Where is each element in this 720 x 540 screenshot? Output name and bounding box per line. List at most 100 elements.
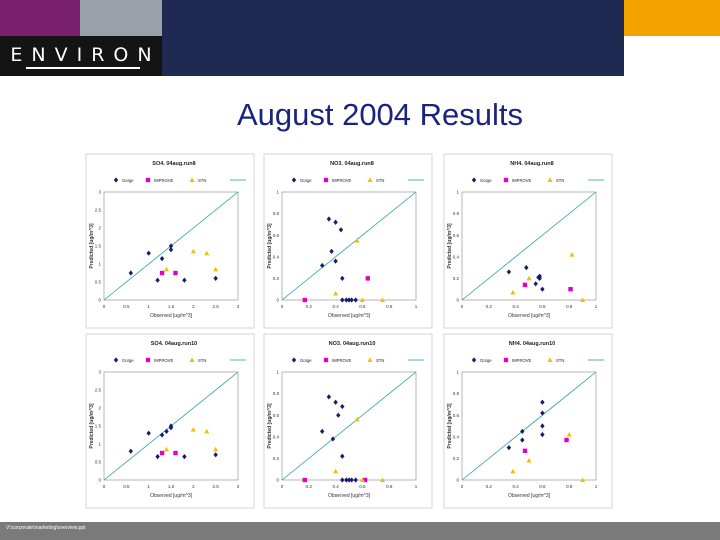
data-point: [510, 289, 516, 295]
y-tick-label: 0.8: [273, 391, 280, 396]
x-tick-label: 0.4: [512, 484, 519, 489]
chart-title: NH4. 04aug.run8: [510, 161, 553, 167]
chart-title: NH4. 04aug.run10: [509, 341, 555, 347]
data-point: [190, 427, 196, 432]
legend-marker: [367, 177, 373, 182]
legend-label: STN: [556, 178, 564, 183]
y-tick-label: 0.2: [453, 456, 460, 461]
data-point: [333, 468, 339, 474]
data-point: [580, 477, 586, 482]
x-tick-label: 0.2: [306, 484, 313, 489]
x-tick-label: 0: [281, 484, 284, 489]
data-point: [344, 477, 349, 483]
data-point: [533, 281, 538, 287]
y-tick-label: 1: [98, 442, 101, 447]
legend-label: IMPROVE: [332, 358, 352, 363]
data-point: [159, 270, 165, 276]
data-point: [353, 477, 358, 483]
legend-marker: [145, 357, 151, 363]
x-tick-label: 1: [147, 304, 150, 309]
data-point: [182, 277, 187, 283]
legend-label: Gorge: [122, 178, 134, 183]
x-tick-label: 0.4: [512, 304, 519, 309]
y-tick-label: 3: [98, 370, 101, 375]
data-point: [302, 297, 307, 303]
data-point: [346, 477, 352, 483]
data-point: [326, 216, 332, 222]
data-point: [155, 277, 160, 283]
data-point: [159, 450, 165, 456]
x-tick-label: 1: [415, 484, 418, 489]
legend-marker: [113, 177, 119, 183]
y-tick-label: 0.2: [273, 276, 280, 281]
scatter-panel: NO3. 04aug.run10 Gorge IMPROVE STN 0 0.2 0.4 0.…: [263, 333, 433, 509]
data-point: [340, 477, 345, 483]
data-point: [159, 256, 165, 262]
x-tick-label: 1: [595, 484, 598, 489]
scatter-panel: NO3. 04aug.run8 Gorge IMPROVE STN 0 0.2 0.4 0.6…: [263, 153, 433, 329]
data-point: [168, 243, 174, 249]
x-tick-label: 1.5: [168, 484, 175, 489]
legend-marker: [471, 177, 477, 183]
data-point: [330, 436, 336, 442]
x-tick-label: 0.6: [359, 304, 366, 309]
y-tick-label: 0.5: [95, 280, 102, 285]
data-point: [213, 446, 219, 452]
y-tick-label: 2.5: [95, 208, 102, 213]
data-point: [540, 423, 545, 429]
y-axis-label: Predicted [ug/m^3]: [267, 403, 273, 448]
x-tick-label: 2.5: [213, 484, 220, 489]
data-point: [540, 399, 545, 405]
data-point: [540, 432, 545, 438]
x-tick-label: 0: [461, 304, 464, 309]
x-tick-label: 0.4: [332, 304, 339, 309]
legend-label: STN: [556, 358, 564, 363]
legend-marker: [547, 357, 553, 362]
legend-marker: [503, 357, 509, 363]
data-point: [204, 250, 210, 256]
x-axis-label: Observed [ug/m^3]: [508, 313, 551, 319]
y-tick-label: 0.2: [273, 456, 280, 461]
y-tick-label: 2: [98, 406, 101, 411]
x-tick-label: 1: [595, 304, 598, 309]
slide-title: August 2004 Results: [236, 97, 524, 132]
data-point: [302, 477, 307, 483]
x-axis-label: Observed [ug/m^3]: [328, 313, 371, 319]
y-tick-label: 0: [276, 298, 279, 303]
y-tick-label: 1: [98, 262, 101, 267]
legend-label: Gorge: [480, 178, 492, 183]
x-tick-label: 1: [147, 484, 150, 489]
data-point: [506, 445, 512, 451]
x-axis-label: Observed [ug/m^3]: [150, 313, 193, 319]
x-tick-label: 0.2: [306, 304, 313, 309]
x-tick-label: 0.2: [486, 484, 493, 489]
y-tick-label: 0.8: [273, 211, 280, 216]
one-to-one-line: [281, 371, 417, 481]
data-point: [580, 297, 586, 302]
legend-label: Gorge: [300, 178, 312, 183]
y-axis-label: Predicted [ug/m^3]: [89, 223, 95, 268]
data-point: [365, 276, 370, 281]
x-tick-label: 3: [237, 304, 240, 309]
y-tick-label: 0.6: [453, 413, 460, 418]
data-point: [164, 446, 170, 452]
legend-label: IMPROVE: [154, 178, 174, 183]
y-tick-label: 0.8: [453, 391, 460, 396]
y-tick-label: 0: [98, 478, 101, 483]
one-to-one-line: [461, 371, 597, 481]
data-point: [128, 448, 133, 454]
legend-label: STN: [198, 178, 206, 183]
legend-label: STN: [376, 358, 384, 363]
data-point: [354, 416, 360, 422]
y-tick-label: 0: [456, 298, 459, 303]
x-tick-label: 0.8: [386, 304, 393, 309]
data-point: [213, 452, 218, 458]
x-tick-label: 0.5: [123, 304, 130, 309]
x-tick-label: 0: [281, 304, 284, 309]
data-point: [168, 247, 174, 253]
legend-label: Gorge: [122, 358, 134, 363]
data-point: [182, 454, 187, 460]
y-tick-label: 0: [98, 298, 101, 303]
data-point: [159, 432, 165, 438]
data-point: [213, 266, 219, 272]
